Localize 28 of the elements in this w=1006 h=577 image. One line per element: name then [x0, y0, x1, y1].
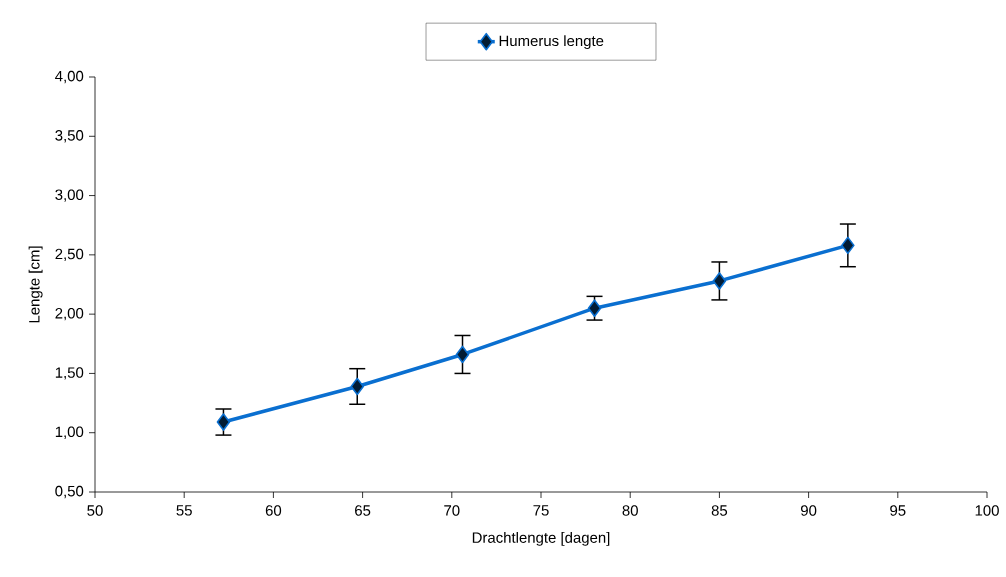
y-tick-label: 4,00 — [55, 70, 84, 84]
point — [350, 377, 365, 396]
x-tick-label: 55 — [176, 505, 192, 516]
x-axis-title: Drachtlengte [dagen] — [472, 531, 610, 546]
y-tick-label: 2,50 — [55, 248, 84, 262]
x-tick-label: 50 — [87, 505, 103, 516]
x-tick-label: 95 — [890, 505, 906, 516]
point — [587, 299, 602, 318]
x-tick-label: 60 — [265, 505, 282, 516]
y-tick-label: 3,50 — [55, 130, 84, 143]
x-tick-label: 65 — [355, 505, 371, 516]
point — [841, 236, 855, 255]
y-tick-label: 2,00 — [55, 307, 84, 321]
y-axis-title: Lengte [cm] — [28, 246, 43, 323]
point — [455, 345, 470, 364]
y-tick-label: 1,00 — [55, 426, 84, 439]
point — [216, 413, 231, 431]
legend-label: Humerus lengte — [499, 35, 604, 50]
y-tick-label: 3,00 — [55, 189, 84, 202]
x-tick-label: 70 — [444, 505, 460, 516]
x-tick-label: 85 — [711, 505, 728, 516]
point — [712, 272, 727, 290]
x-tick-label: 90 — [801, 505, 817, 516]
x-tick-label: 100 — [975, 505, 999, 516]
y-tick-label: 0,50 — [55, 485, 84, 499]
x-tick-label: 80 — [622, 505, 638, 516]
x-tick-label: 75 — [533, 505, 549, 516]
y-tick-label: 1,50 — [55, 367, 84, 380]
